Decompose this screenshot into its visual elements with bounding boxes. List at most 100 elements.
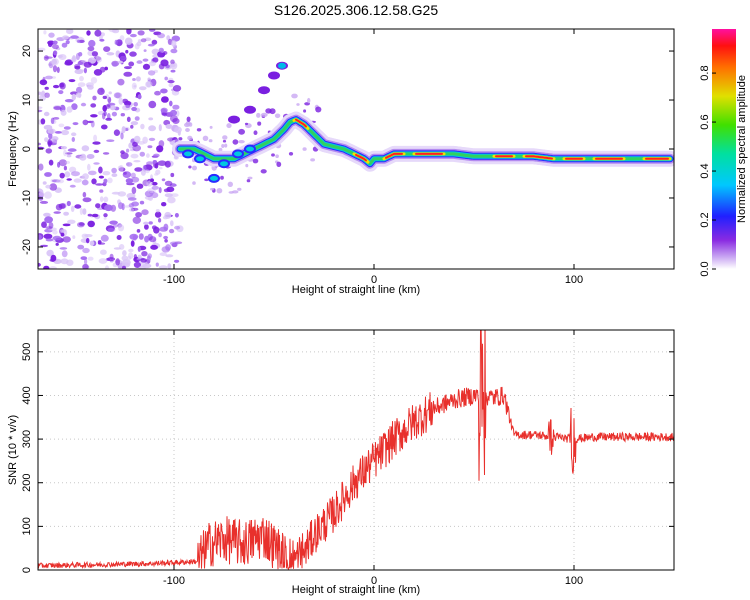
spectrogram-noise-blob — [93, 69, 103, 76]
spectrogram-noise-blob — [222, 135, 228, 140]
spectrogram-noise-blob — [73, 178, 82, 183]
spectrogram-noise-blob — [222, 139, 227, 143]
spectrogram-noise-blob — [170, 48, 178, 54]
spectrogram-noise-blob — [141, 209, 149, 216]
spectrogram-noise-blob — [161, 178, 166, 182]
spectrogram-noise-blob — [113, 247, 122, 250]
spectrogram-noise-blob — [61, 42, 68, 48]
spectrogram-noise-blob — [98, 166, 103, 174]
spectrogram-noise-blob — [158, 140, 165, 148]
snr-series-line — [38, 330, 674, 570]
spectrogram-noise-blob — [271, 153, 275, 157]
spectrogram-ridge-red — [295, 118, 307, 128]
spectrogram-noise-blob — [70, 205, 75, 212]
spectrogram-noise-blob — [139, 86, 147, 91]
spectrogram-noise-blob — [146, 153, 150, 158]
spectrogram-noise-blob — [78, 39, 85, 44]
spectrogram-noise-blob — [52, 235, 62, 241]
spectrogram-noise-blob — [69, 184, 76, 188]
spectrogram-noise-blob — [150, 178, 154, 183]
snr-gridlines — [38, 330, 674, 571]
spectrogram-noise-blob — [79, 155, 87, 161]
spectrogram-noise-blob — [43, 30, 47, 35]
spectrogram-noise-blob — [87, 256, 94, 261]
spectrogram-noise-blob — [98, 175, 104, 179]
spectrogram-noise-blob — [77, 39, 81, 43]
spectrogram-noise-blob — [121, 126, 126, 134]
spectrogram-noise-blob — [163, 223, 169, 231]
spectrogram-noise-blob — [56, 179, 65, 184]
spectrogram-noise-blob — [93, 149, 100, 153]
spectrogram-noise-blob — [204, 178, 209, 182]
spectrogram-noise-blob — [168, 83, 174, 88]
spectrogram-noise-blob — [157, 160, 167, 166]
spectrogram-noise-blob — [43, 124, 53, 130]
spectrogram-noise-blob — [56, 66, 60, 73]
spectrogram-noise-blob — [169, 63, 176, 68]
spectrogram-noise-blob — [82, 208, 87, 215]
spectrogram-noise-blob — [118, 97, 124, 105]
spectrogram-noise-blob — [54, 131, 62, 134]
spectrogram-noise-blob — [53, 211, 61, 214]
spectrogram-noise-blob — [192, 165, 197, 171]
spectrogram-noise-blob — [135, 212, 143, 218]
spectrogram-ridge-blob — [194, 154, 206, 164]
spectrogram-noise-blob — [120, 132, 124, 140]
spectrogram-x-label: Height of straight line (km) — [292, 284, 420, 296]
spectrogram-noise-blob — [140, 258, 148, 263]
spectrogram-noise-blob — [152, 57, 159, 63]
spectrogram-noise-blob — [108, 29, 118, 33]
spectrogram-noise-blob — [310, 158, 315, 162]
spectrogram-noise-blob — [47, 40, 55, 46]
spectrogram-noise-blob — [130, 153, 139, 159]
spectrogram-noise-blob — [72, 122, 79, 126]
spectrogram-noise-blob — [208, 139, 213, 143]
spectrogram-noise-blob — [100, 249, 107, 255]
spectrogram-noise-blob — [137, 254, 142, 259]
spectrogram-noise-blob — [221, 144, 225, 148]
spectrogram-noise-blob — [260, 169, 267, 174]
spectrogram-noise-blob — [135, 76, 141, 82]
spectrogram-noise-blob — [167, 196, 176, 204]
spectrogram-noise-blob — [101, 124, 108, 130]
spectrogram-noise-blob — [167, 263, 172, 269]
spectrogram-noise-blob — [38, 47, 46, 52]
spectrogram-noise-blob — [45, 148, 53, 154]
spectrogram-noise-blob — [307, 97, 311, 104]
spectrogram-noise-blob — [134, 116, 140, 121]
spectrogram-noise-blob — [104, 204, 113, 212]
spectrogram-noise-blob — [65, 160, 71, 164]
spectrogram-noise-blob — [140, 38, 147, 43]
spectrogram-noise-blob — [155, 262, 159, 267]
spectrogram-noise-blob — [131, 176, 140, 183]
spectrogram-noise — [38, 29, 322, 269]
spectrogram-noise-blob — [75, 92, 82, 98]
spectrogram-noise-blob — [154, 90, 161, 96]
spectrogram-noise-blob — [143, 49, 147, 52]
snr-axes: -100 0 100 0 100 200 300 400 500 — [21, 330, 674, 587]
spectrogram-noise-blob — [123, 171, 127, 175]
spectrogram-noise-blob — [38, 142, 41, 146]
spectrogram-noise-blob — [55, 203, 63, 211]
spectrogram-noise-blob — [227, 181, 233, 187]
spectrogram-noise-blob — [82, 119, 89, 126]
spectrogram-noise-blob — [161, 96, 169, 103]
spectrogram-noise-blob — [126, 29, 132, 35]
spectrogram-noise-blob — [253, 130, 258, 135]
spectrogram-noise-blob — [252, 158, 259, 164]
spectrogram-noise-blob — [164, 211, 172, 219]
spectrogram-noise-blob — [88, 170, 97, 176]
spectrogram-noise-blob — [104, 104, 111, 109]
spectrogram-x-tick-label: 0 — [371, 274, 377, 286]
spectrogram-noise-blob — [122, 265, 126, 269]
spectrogram-noise-blob — [77, 82, 86, 87]
spectrogram-noise-blob — [90, 103, 97, 108]
spectrogram-noise-blob — [140, 123, 145, 130]
spectrogram-noise-blob — [43, 265, 50, 269]
spectrogram-noise-blob — [102, 95, 108, 100]
spectrogram-noise-blob — [58, 159, 67, 167]
spectrogram-noise-blob — [109, 220, 118, 225]
spectrogram-noise-blob — [138, 233, 144, 240]
spectrogram-noise-blob — [77, 61, 84, 65]
spectrogram-noise-blob — [87, 213, 93, 217]
